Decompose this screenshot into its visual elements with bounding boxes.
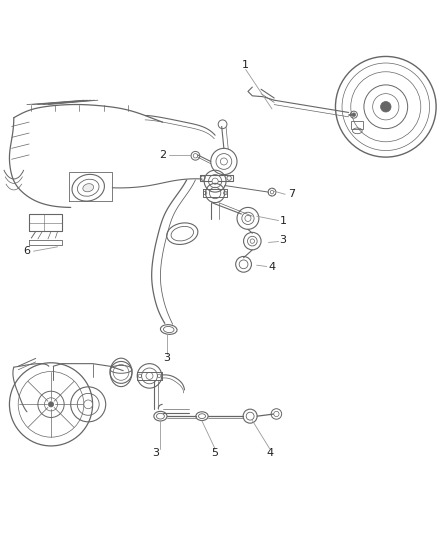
Circle shape — [84, 400, 92, 409]
Text: 7: 7 — [287, 189, 295, 199]
Circle shape — [273, 411, 279, 417]
Circle shape — [351, 113, 355, 116]
Text: 1: 1 — [279, 215, 286, 225]
Circle shape — [220, 158, 227, 165]
Text: 3: 3 — [279, 235, 286, 245]
Circle shape — [380, 101, 390, 112]
Text: 6: 6 — [23, 246, 30, 256]
Text: 4: 4 — [268, 262, 275, 272]
Circle shape — [212, 178, 218, 184]
Ellipse shape — [83, 184, 93, 192]
Circle shape — [146, 373, 152, 379]
Text: 5: 5 — [211, 448, 218, 458]
Text: 1: 1 — [242, 60, 249, 70]
Bar — [350, 121, 362, 128]
Circle shape — [244, 215, 251, 221]
Circle shape — [270, 190, 273, 194]
Circle shape — [48, 402, 53, 407]
Text: 2: 2 — [159, 150, 166, 160]
Text: 3: 3 — [152, 448, 159, 458]
Text: 4: 4 — [266, 448, 273, 458]
Circle shape — [250, 239, 254, 243]
Text: 3: 3 — [163, 353, 170, 364]
